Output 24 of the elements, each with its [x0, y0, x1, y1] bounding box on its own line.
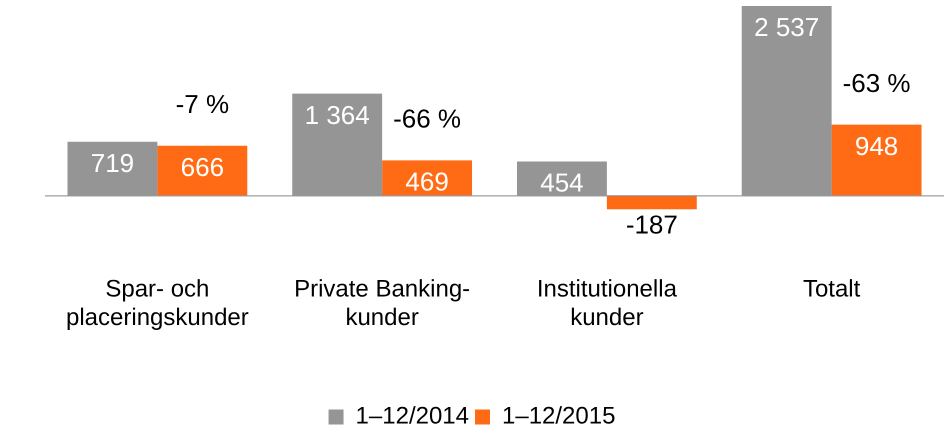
data-label: 454 [540, 168, 584, 198]
bar [606, 195, 697, 210]
x-tick-label: Institutionella kunder [536, 275, 678, 332]
bar [292, 94, 382, 196]
x-tick-label: Private Banking-kunder [294, 275, 470, 332]
x-tick-label: Spar- och placeringskunder [66, 275, 249, 332]
annotation: -66 % [393, 104, 462, 134]
bar [67, 142, 158, 196]
annotation: -63 % [842, 68, 911, 98]
bar [516, 162, 607, 196]
data-label: -187 [626, 210, 678, 240]
data-label: 948 [854, 130, 898, 161]
data-label: 1 364 [304, 100, 370, 130]
bar [157, 146, 248, 196]
annotation: -7 % [176, 88, 230, 119]
data-label: 666 [180, 152, 224, 182]
legend-label: 1–12/2015 [502, 402, 616, 430]
bar [832, 124, 922, 196]
data-label: 719 [90, 148, 134, 178]
legend-label: 1–12/2014 [356, 402, 470, 430]
data-label: 2 537 [754, 12, 820, 42]
data-label: 469 [405, 166, 449, 197]
bar [742, 6, 832, 196]
x-tick-label: Totalt [802, 275, 861, 302]
